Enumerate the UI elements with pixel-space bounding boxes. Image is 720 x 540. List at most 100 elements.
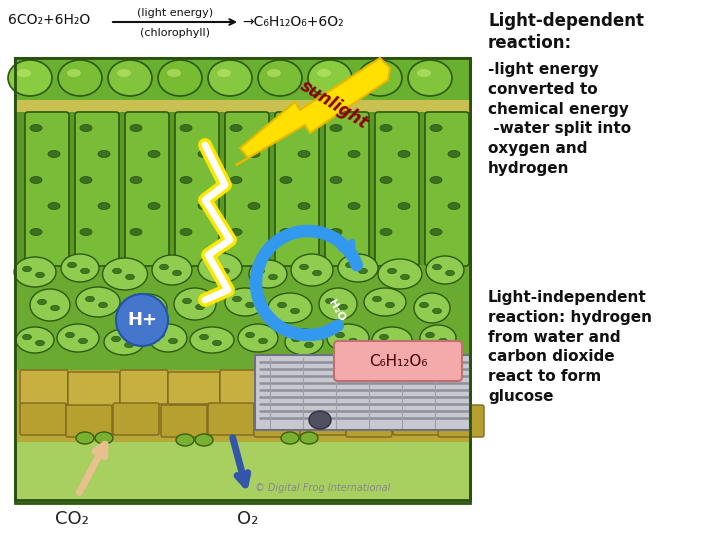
Ellipse shape [372,296,382,302]
Ellipse shape [309,411,331,429]
Ellipse shape [367,69,381,77]
Ellipse shape [248,202,260,210]
Ellipse shape [217,69,231,77]
Ellipse shape [380,177,392,184]
Ellipse shape [80,228,92,235]
Ellipse shape [385,302,395,308]
Ellipse shape [433,264,441,270]
Ellipse shape [61,254,99,282]
Ellipse shape [308,60,352,96]
Ellipse shape [173,270,181,276]
Ellipse shape [346,262,354,268]
Ellipse shape [319,288,357,320]
Ellipse shape [135,302,145,308]
Ellipse shape [35,272,45,278]
Ellipse shape [35,340,45,346]
Ellipse shape [48,202,60,210]
Polygon shape [236,58,390,165]
Ellipse shape [438,338,448,344]
Ellipse shape [348,338,358,344]
Ellipse shape [80,125,92,132]
FancyBboxPatch shape [334,341,462,381]
Ellipse shape [220,268,230,274]
Ellipse shape [190,327,234,353]
FancyBboxPatch shape [300,403,346,435]
Text: H₂O: H₂O [325,298,346,323]
Ellipse shape [248,151,260,158]
Ellipse shape [398,151,410,158]
Ellipse shape [380,228,392,235]
Text: →C₆H₁₂O₆+6O₂: →C₆H₁₂O₆+6O₂ [242,15,343,29]
Ellipse shape [448,151,460,158]
Ellipse shape [408,60,452,96]
FancyBboxPatch shape [275,112,319,266]
Ellipse shape [256,268,264,274]
Ellipse shape [180,177,192,184]
FancyBboxPatch shape [208,403,254,435]
Ellipse shape [426,332,434,338]
Ellipse shape [238,324,278,352]
Ellipse shape [298,151,310,158]
Text: (light energy): (light energy) [137,8,213,18]
Ellipse shape [76,432,94,444]
Ellipse shape [17,69,31,77]
Ellipse shape [249,260,287,288]
Ellipse shape [148,151,160,158]
Text: © Digital Frog International: © Digital Frog International [255,483,390,493]
Ellipse shape [330,228,342,235]
Ellipse shape [199,334,209,340]
Ellipse shape [30,289,70,321]
Ellipse shape [380,125,392,132]
Ellipse shape [258,338,268,344]
Ellipse shape [156,332,164,338]
Ellipse shape [125,274,135,280]
Text: Light-dependent
reaction:: Light-dependent reaction: [488,12,644,52]
FancyBboxPatch shape [438,405,484,437]
FancyBboxPatch shape [15,58,470,503]
Ellipse shape [76,287,120,317]
Ellipse shape [414,293,450,323]
Ellipse shape [426,256,464,284]
Ellipse shape [30,125,42,132]
Ellipse shape [225,288,265,316]
Ellipse shape [125,342,133,348]
Ellipse shape [108,60,152,96]
FancyBboxPatch shape [15,370,470,442]
Ellipse shape [280,125,292,132]
Ellipse shape [198,202,210,210]
FancyBboxPatch shape [20,403,66,435]
Ellipse shape [277,302,287,308]
Ellipse shape [180,125,192,132]
Ellipse shape [81,268,89,274]
Ellipse shape [348,151,360,158]
FancyBboxPatch shape [68,372,120,406]
Ellipse shape [149,324,187,352]
Ellipse shape [182,298,192,303]
FancyBboxPatch shape [66,405,112,437]
Ellipse shape [269,274,277,280]
Ellipse shape [317,69,331,77]
Circle shape [116,294,168,346]
Ellipse shape [30,228,42,235]
Ellipse shape [176,434,194,446]
Ellipse shape [208,60,252,96]
Ellipse shape [430,228,442,235]
Ellipse shape [446,270,454,276]
FancyBboxPatch shape [75,112,119,266]
Ellipse shape [378,259,422,289]
FancyBboxPatch shape [25,112,69,266]
Ellipse shape [168,338,178,344]
FancyBboxPatch shape [15,112,470,267]
Ellipse shape [148,202,160,210]
Ellipse shape [8,60,52,96]
Ellipse shape [167,69,181,77]
FancyBboxPatch shape [255,355,470,430]
Ellipse shape [348,202,360,210]
Ellipse shape [174,288,216,320]
Ellipse shape [148,308,158,314]
Ellipse shape [246,302,254,308]
Ellipse shape [130,177,142,184]
Ellipse shape [379,334,389,340]
Ellipse shape [102,258,148,290]
FancyBboxPatch shape [120,370,168,404]
